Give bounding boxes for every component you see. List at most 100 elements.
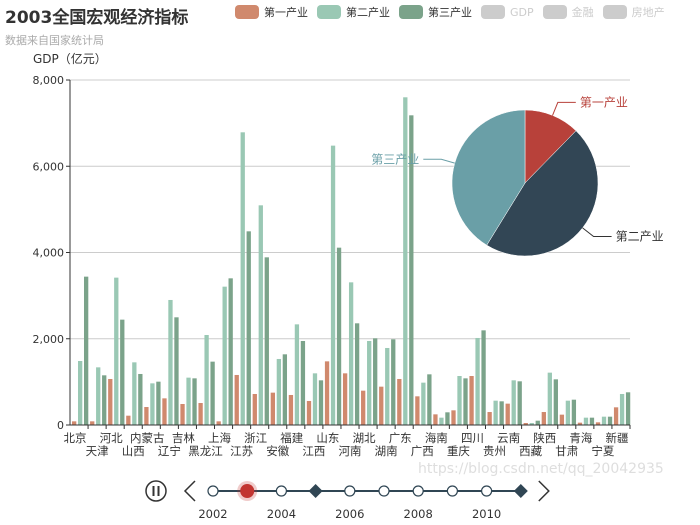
bar-第三产业-青海: [589, 417, 595, 425]
next-button[interactable]: [538, 480, 550, 502]
bar-第一产业-重庆: [451, 410, 456, 425]
bar-第一产业-内蒙古: [144, 407, 149, 425]
legend-swatch: [602, 5, 627, 19]
pie-label-line: [552, 101, 576, 116]
pie-label-line: [423, 158, 455, 164]
bar-第二产业-新疆: [619, 393, 625, 425]
legend-swatch: [542, 5, 567, 19]
x-tick-label: 山东: [316, 431, 339, 445]
bar-第一产业-山东: [324, 361, 330, 425]
play-pause-button[interactable]: [145, 480, 167, 502]
x-tick-label: 河北: [100, 431, 123, 445]
timeline-node[interactable]: [207, 485, 219, 497]
bar-第二产业-贵州: [493, 400, 498, 425]
bar-第二产业-青海: [583, 417, 589, 425]
x-tick-label: 新疆: [605, 431, 628, 445]
bar-第一产业-广东: [397, 378, 402, 425]
timeline-node-diamond[interactable]: [513, 484, 528, 498]
y-tick-label: 2,000: [33, 333, 65, 346]
x-tick-label: 青海: [569, 431, 592, 445]
bar-第三产业-甘肃: [571, 399, 577, 425]
timeline-label: 2002: [198, 507, 227, 521]
legend-item-3[interactable]: GDP: [481, 4, 534, 20]
pie-slice-第二产业[interactable]: [486, 130, 599, 257]
bar-第一产业-浙江: [252, 393, 257, 425]
bar-第一产业-贵州: [487, 412, 492, 425]
x-tick-label: 湖北: [353, 431, 376, 445]
bar-第二产业-广东: [403, 97, 408, 425]
timeline-node[interactable]: [344, 485, 356, 497]
bar-第二产业-宁夏: [601, 416, 607, 425]
bar-第一产业-黑龙江: [198, 403, 203, 425]
bar-第三产业-湖北: [373, 338, 378, 425]
x-tick-label: 江西: [302, 444, 325, 458]
legend-item-4[interactable]: 金融: [542, 4, 594, 20]
timeline-node[interactable]: [275, 485, 287, 497]
legend-label: 第二产业: [346, 6, 390, 19]
y-axis-label: GDP（亿元）: [33, 52, 107, 66]
bar-第一产业-甘肃: [559, 414, 565, 425]
bar-第二产业-海南: [439, 417, 444, 425]
bar-第一产业-湖北: [361, 390, 366, 425]
bar-第二产业-广西: [421, 382, 426, 425]
timeline-node[interactable]: [446, 485, 458, 497]
bar-第二产业-陕西: [547, 372, 552, 425]
bar-第二产业-浙江: [258, 205, 263, 425]
bar-第三产业-山东: [336, 247, 342, 425]
x-tick-label: 甘肃: [555, 444, 578, 458]
bar-第二产业-河南: [348, 282, 354, 425]
bar-第一产业-陕西: [541, 412, 546, 425]
timeline-node[interactable]: [481, 485, 493, 497]
x-tick-label: 福建: [280, 431, 303, 445]
legend-label: GDP: [510, 5, 534, 19]
bar-第二产业-江西: [312, 373, 318, 425]
prev-button[interactable]: [183, 480, 196, 502]
timeline-node[interactable]: [412, 485, 424, 497]
bar-第三产业-山西: [138, 373, 143, 425]
pie-label: 第一产业: [580, 95, 628, 109]
bar-第二产业-江苏: [240, 132, 245, 426]
timeline-label: 2004: [267, 507, 296, 521]
legend-item-5[interactable]: 房地产: [602, 4, 665, 20]
x-tick-label: 江苏: [230, 444, 253, 458]
legend-item-2[interactable]: 第三产业: [399, 4, 472, 20]
bar-第一产业-北京: [72, 421, 77, 425]
bar-第一产业-天津: [90, 421, 95, 425]
bar-第一产业-河北: [108, 378, 113, 425]
legend-label: 第一产业: [264, 6, 308, 19]
x-tick-label: 吉林: [172, 431, 195, 445]
timeline-label: 2008: [404, 507, 433, 521]
timeline-node-diamond[interactable]: [308, 484, 323, 498]
bar-第三产业-河北: [120, 319, 125, 425]
timeline-node-current[interactable]: [240, 484, 255, 498]
bar-第二产业-北京: [78, 361, 83, 425]
x-tick-label: 内蒙古: [130, 431, 165, 445]
legend-label: 房地产: [631, 6, 665, 19]
timeline-node[interactable]: [378, 485, 390, 497]
bar-第三产业-陕西: [553, 379, 558, 425]
x-tick-label: 安徽: [266, 444, 289, 458]
x-tick-label: 辽宁: [158, 444, 181, 458]
y-tick-label: 8,000: [33, 74, 65, 87]
pause-bar: [152, 486, 155, 496]
bar-第二产业-湖南: [385, 347, 390, 425]
pie-slice-第三产业[interactable]: [451, 109, 526, 246]
bar-第三产业-江苏: [246, 231, 251, 425]
legend-label: 第三产业: [428, 6, 472, 19]
bar-第三产业-新疆: [625, 392, 631, 425]
bar-第一产业-西藏: [523, 423, 528, 425]
bar-第三产业-河南: [354, 323, 360, 425]
x-tick-label: 西藏: [519, 444, 542, 458]
bar-第三产业-宁夏: [607, 416, 613, 425]
legend-item-0[interactable]: 第一产业: [235, 4, 308, 20]
bar-第三产业-北京: [84, 276, 89, 425]
pie-label-line: [582, 227, 612, 238]
legend-item-1[interactable]: 第二产业: [317, 4, 390, 20]
bar-第三产业-辽宁: [174, 317, 179, 425]
bar-第三产业-内蒙古: [156, 381, 161, 425]
bar-第一产业-青海: [577, 422, 583, 425]
y-tick-label: 6,000: [33, 160, 65, 173]
x-tick-label: 宁夏: [591, 444, 614, 458]
legend-swatch: [399, 5, 423, 19]
